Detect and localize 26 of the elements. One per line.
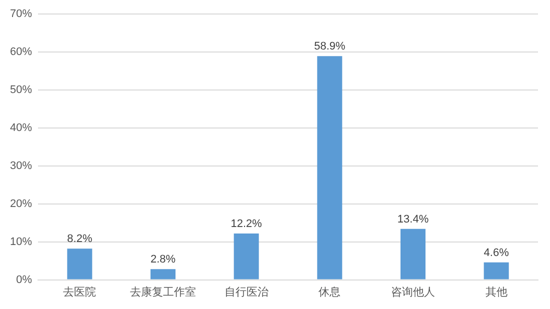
bar (484, 262, 509, 280)
bar (400, 228, 426, 280)
y-tick-label: 30% (10, 160, 32, 172)
y-tick-label: 50% (10, 84, 32, 96)
x-tick-label: 去康复工作室 (130, 285, 196, 298)
y-tick-label: 0% (16, 274, 32, 286)
y-tick-label: 40% (10, 122, 32, 134)
x-tick-label: 咨询他人 (391, 286, 436, 298)
y-tick-label: 20% (10, 198, 32, 210)
y-tick-label: 70% (10, 8, 32, 20)
data-label: 58.9% (314, 40, 346, 53)
x-tick-label: 其他 (485, 285, 508, 298)
x-tick-label: 休息 (318, 285, 341, 298)
data-label: 4.6% (484, 246, 510, 259)
x-tick-label: 去医院 (63, 285, 96, 298)
bar (317, 56, 342, 280)
y-tick-label: 10% (10, 236, 32, 248)
bar (150, 269, 176, 280)
y-tick-label: 60% (10, 46, 32, 58)
x-tick-label: 自行医治 (224, 286, 268, 298)
data-label: 13.4% (397, 213, 429, 226)
bar (67, 248, 92, 280)
data-label: 12.2% (230, 218, 262, 230)
bar (234, 233, 259, 280)
data-label: 2.8% (150, 254, 176, 266)
data-label: 8.2% (67, 233, 92, 246)
